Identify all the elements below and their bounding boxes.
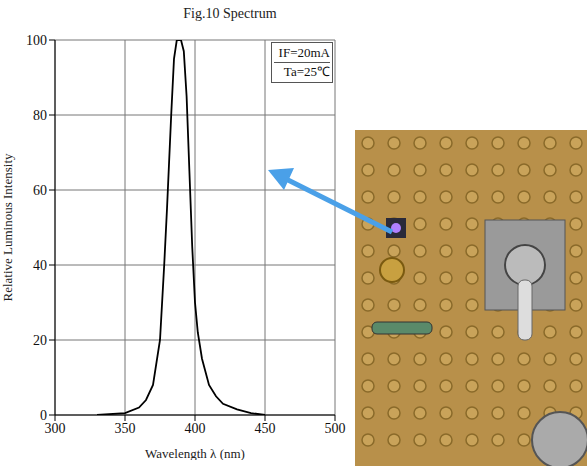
svg-text:40: 40 [33, 258, 47, 273]
svg-text:400: 400 [185, 421, 206, 436]
svg-text:500: 500 [325, 421, 346, 436]
svg-text:20: 20 [33, 333, 47, 348]
html-text:Ta=25℃: Ta=25℃ [283, 64, 330, 79]
svg-text:0: 0 [40, 408, 47, 423]
svg-text:350: 350 [115, 421, 136, 436]
svg-text:450: 450 [255, 421, 276, 436]
svg-text:80: 80 [33, 108, 47, 123]
svg-text:Relative Luminous Intensity: Relative Luminous Intensity [0, 153, 15, 302]
html-text:Fig.10 Spectrum: Fig.10 Spectrum [183, 6, 277, 21]
html-text:IF=20mA: IF=20mA [278, 45, 330, 60]
svg-text:300: 300 [45, 421, 66, 436]
svg-text:Wavelength λ (nm): Wavelength λ (nm) [145, 446, 245, 460]
svg-text:100: 100 [26, 33, 47, 48]
svg-text:60: 60 [33, 183, 47, 198]
